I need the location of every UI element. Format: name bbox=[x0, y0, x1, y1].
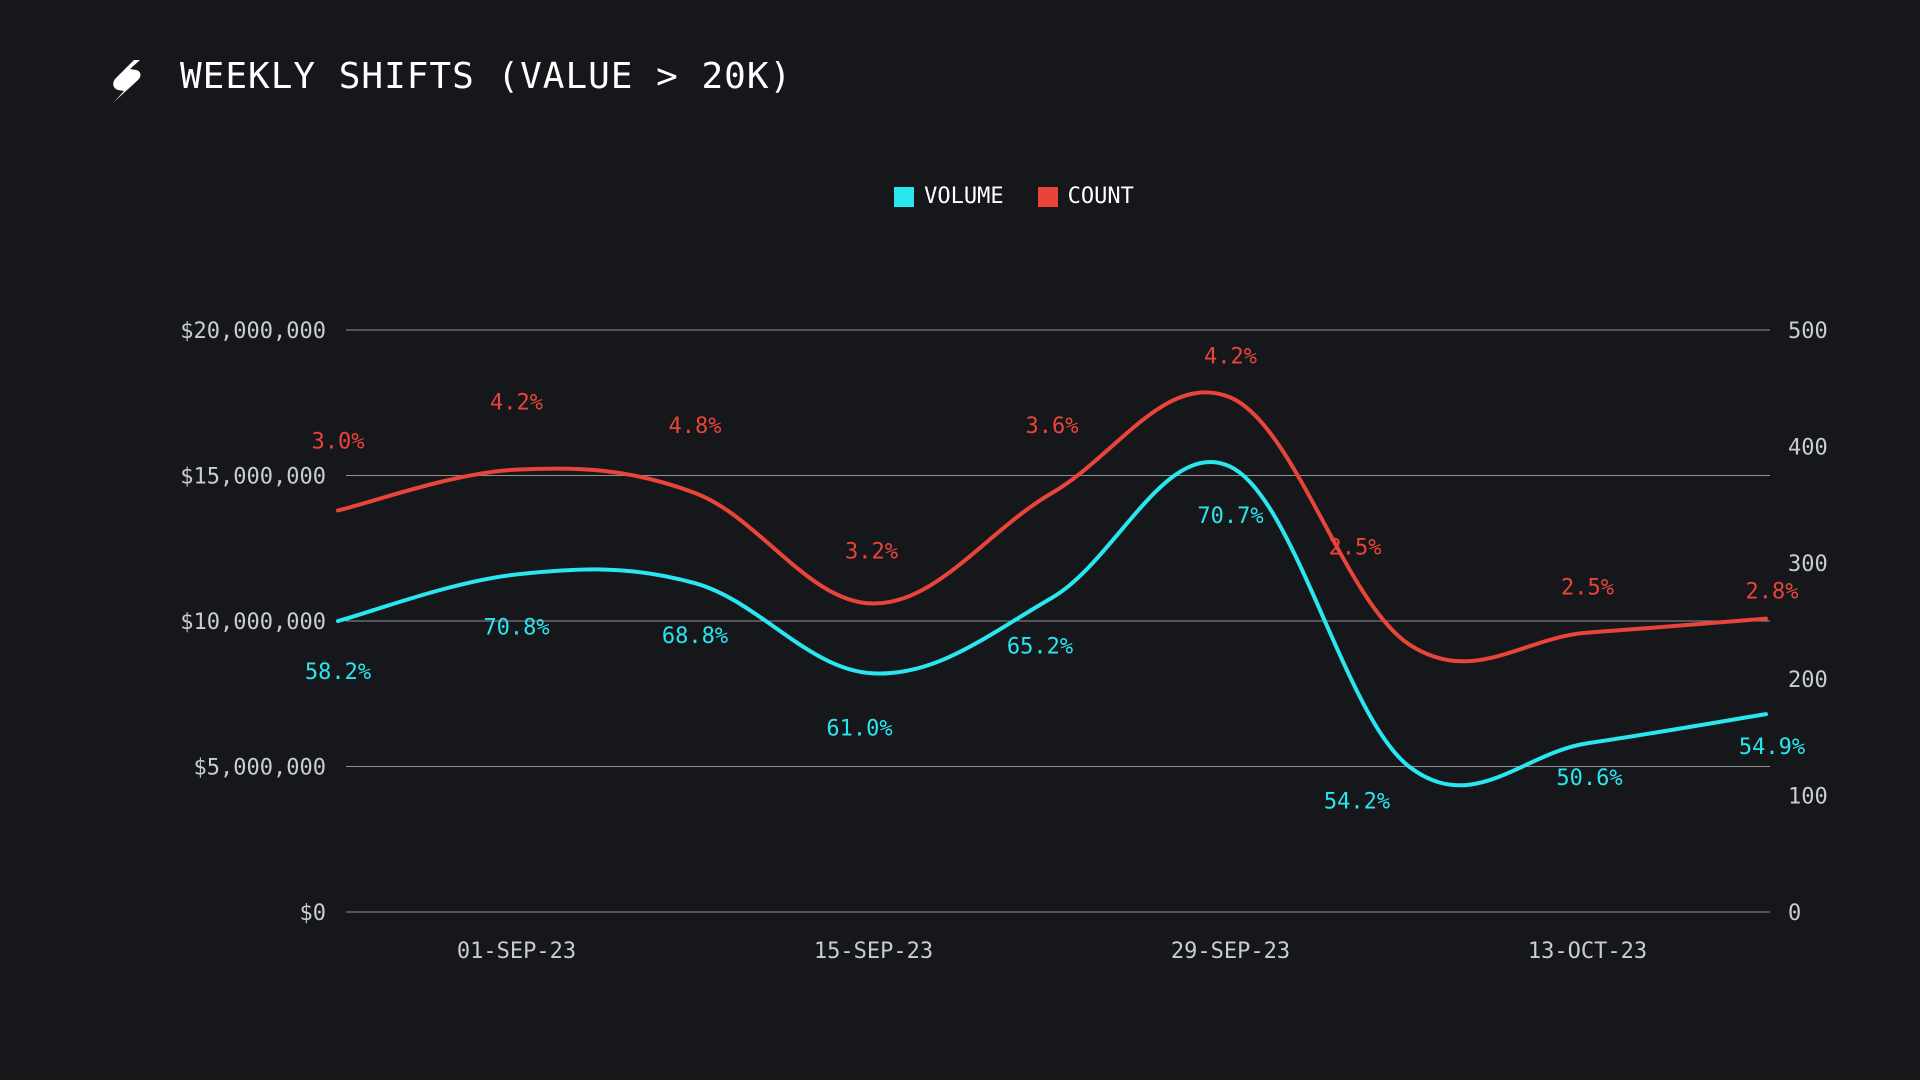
data-label-volume: 68.8% bbox=[662, 624, 728, 649]
data-label-count: 4.8% bbox=[669, 414, 722, 439]
y-right-tick-label: 500 bbox=[1788, 319, 1828, 344]
data-label-volume: 50.6% bbox=[1556, 766, 1622, 791]
data-label-volume: 65.2% bbox=[1007, 635, 1073, 660]
y-left-tick-label: $10,000,000 bbox=[180, 610, 326, 635]
legend-label-count: COUNT bbox=[1067, 184, 1134, 209]
series-line-count bbox=[336, 390, 1768, 664]
data-label-volume: 61.0% bbox=[826, 716, 892, 741]
legend-swatch-volume bbox=[894, 186, 915, 207]
data-label-volume: 70.7% bbox=[1197, 504, 1263, 529]
x-tick-label: 13-OCT-23 bbox=[1528, 939, 1647, 964]
data-label-count: 4.2% bbox=[1204, 345, 1257, 370]
data-label-count: 4.2% bbox=[490, 391, 543, 416]
data-label-count: 3.2% bbox=[845, 540, 898, 565]
y-left-tick-label: $20,000,000 bbox=[180, 319, 326, 344]
shapeshift-logo-icon bbox=[113, 60, 141, 102]
x-tick-label: 15-SEP-23 bbox=[814, 939, 933, 964]
data-label-count: 3.6% bbox=[1026, 414, 1079, 439]
data-label-count: 2.8% bbox=[1746, 580, 1799, 605]
legend-swatch-count bbox=[1037, 186, 1058, 207]
x-tick-label: 29-SEP-23 bbox=[1171, 939, 1290, 964]
y-right-tick-label: 300 bbox=[1788, 552, 1828, 577]
legend-label-volume: VOLUME bbox=[924, 184, 1004, 209]
y-right-tick-label: 400 bbox=[1788, 435, 1828, 460]
y-right-tick-label: 100 bbox=[1788, 785, 1828, 810]
legend: VOLUME COUNT bbox=[0, 184, 1920, 209]
data-label-count: 3.0% bbox=[312, 429, 365, 454]
data-label-count: 2.5% bbox=[1561, 576, 1614, 601]
y-right-tick-label: 0 bbox=[1788, 901, 1801, 926]
y-left-tick-label: $5,000,000 bbox=[194, 756, 326, 781]
y-left-tick-label: $0 bbox=[300, 901, 327, 926]
y-right-tick-label: 200 bbox=[1788, 668, 1828, 693]
data-label-volume: 58.2% bbox=[305, 660, 371, 685]
series-line-volume bbox=[336, 460, 1768, 788]
chart-title: WEEKLY SHIFTS (VALUE > 20K) bbox=[180, 56, 793, 97]
y-left-tick-label: $15,000,000 bbox=[180, 465, 326, 490]
x-tick-label: 01-SEP-23 bbox=[457, 939, 576, 964]
data-label-volume: 70.8% bbox=[483, 615, 549, 640]
data-label-volume: 54.2% bbox=[1324, 790, 1390, 815]
data-label-count: 2.5% bbox=[1329, 535, 1382, 560]
data-label-volume: 54.9% bbox=[1739, 735, 1805, 760]
legend-item-volume[interactable]: VOLUME bbox=[894, 184, 1004, 209]
legend-item-count[interactable]: COUNT bbox=[1037, 184, 1134, 209]
